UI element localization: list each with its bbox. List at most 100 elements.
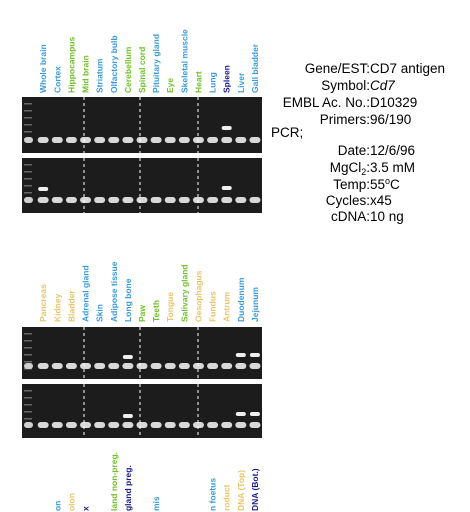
band bbox=[108, 137, 120, 143]
band bbox=[136, 363, 148, 369]
band bbox=[164, 422, 176, 428]
marker-band bbox=[24, 103, 32, 105]
info-label: MgCl2: bbox=[330, 160, 370, 177]
band bbox=[65, 197, 77, 203]
band bbox=[221, 422, 233, 428]
marker-band bbox=[24, 397, 32, 399]
info-colon: : bbox=[366, 160, 370, 175]
band bbox=[108, 197, 120, 203]
band bbox=[122, 422, 134, 428]
lane-label: Long bone bbox=[123, 278, 133, 322]
info-unit: C bbox=[390, 177, 400, 192]
lane-label: Striatum bbox=[95, 58, 105, 93]
band bbox=[24, 137, 33, 143]
lane-label: Lung bbox=[208, 72, 218, 93]
lane-label: land non-preg. bbox=[109, 452, 119, 511]
gel bbox=[22, 97, 262, 153]
band bbox=[51, 197, 63, 203]
lane-label: DNA (Bot.) bbox=[250, 468, 260, 511]
lane-label: Whole brain bbox=[38, 44, 48, 93]
band bbox=[122, 363, 134, 369]
marker-band bbox=[24, 110, 32, 112]
band bbox=[221, 186, 232, 190]
band bbox=[221, 363, 233, 369]
info-label: Primers: bbox=[320, 112, 370, 127]
band bbox=[94, 422, 106, 428]
band bbox=[235, 363, 247, 369]
band bbox=[235, 422, 247, 428]
band bbox=[108, 422, 120, 428]
info-label: EMBL Ac. No.: bbox=[283, 95, 370, 110]
info-label: MgCl bbox=[330, 160, 362, 175]
band bbox=[136, 422, 148, 428]
marker-band bbox=[24, 347, 32, 349]
lane-label: Oesophagus bbox=[193, 270, 203, 322]
info-value: Cd7 bbox=[370, 78, 395, 93]
marker-band bbox=[24, 340, 32, 342]
info-value: CD7 antigen bbox=[370, 61, 445, 76]
lane-label: Skeletal muscle bbox=[179, 29, 189, 93]
marker-band bbox=[24, 411, 32, 413]
band bbox=[207, 363, 219, 369]
marker-band bbox=[24, 178, 32, 180]
lane-label: Kidney bbox=[52, 293, 62, 322]
band bbox=[37, 197, 49, 203]
lane-label: on bbox=[52, 501, 62, 511]
marker-band bbox=[24, 131, 32, 133]
band bbox=[150, 363, 162, 369]
band bbox=[37, 363, 49, 369]
band bbox=[24, 197, 33, 203]
lane-label: Gall bladder bbox=[250, 43, 260, 93]
band bbox=[249, 197, 261, 203]
band bbox=[164, 197, 176, 203]
band bbox=[51, 137, 63, 143]
info-value: 55 bbox=[370, 177, 385, 192]
info-panel: Gene/EST: CD7 antigen Symbol: Cd7 EMBL A… bbox=[271, 61, 445, 224]
band bbox=[24, 422, 33, 428]
info-value: 12/6/96 bbox=[370, 143, 415, 158]
band bbox=[235, 137, 247, 143]
band bbox=[94, 197, 106, 203]
band bbox=[108, 363, 120, 369]
info-sub: 2 bbox=[361, 167, 366, 177]
marker-band bbox=[24, 418, 32, 420]
lane-label: Duodenum bbox=[236, 277, 246, 322]
band bbox=[178, 363, 190, 369]
band bbox=[249, 353, 260, 357]
band bbox=[249, 422, 261, 428]
info-sup: o bbox=[385, 176, 390, 186]
lane-label: DNA (Top) bbox=[236, 470, 246, 511]
marker-band bbox=[24, 185, 32, 187]
lane-label: Bladder bbox=[66, 290, 76, 322]
band bbox=[235, 197, 247, 203]
lane-label: Cortex bbox=[52, 66, 62, 93]
info-label: Gene/EST: bbox=[305, 61, 370, 76]
band bbox=[122, 197, 134, 203]
band bbox=[235, 412, 246, 416]
info-value: 96/190 bbox=[370, 112, 411, 127]
band bbox=[80, 197, 92, 203]
marker-band bbox=[24, 117, 32, 119]
band bbox=[122, 414, 133, 418]
band bbox=[122, 355, 133, 359]
band bbox=[80, 137, 92, 143]
gel bbox=[22, 327, 262, 379]
band bbox=[207, 422, 219, 428]
lane-label: mis bbox=[151, 496, 161, 511]
info-label: Symbol: bbox=[321, 78, 370, 93]
marker-band bbox=[24, 171, 32, 173]
marker-band bbox=[24, 192, 32, 194]
band bbox=[122, 137, 134, 143]
band bbox=[164, 363, 176, 369]
info-value: 3.5 mM bbox=[370, 160, 415, 175]
band bbox=[249, 363, 261, 369]
lane-label: Pancreas bbox=[38, 284, 48, 322]
info-value: 55oC bbox=[370, 176, 400, 192]
band bbox=[235, 353, 246, 357]
lane-label: Antrum bbox=[222, 291, 232, 322]
info-label: Date: bbox=[338, 143, 370, 158]
marker-band bbox=[24, 354, 32, 356]
info-label: PCR; bbox=[271, 125, 303, 140]
lane-label: Jejunum bbox=[250, 287, 260, 322]
